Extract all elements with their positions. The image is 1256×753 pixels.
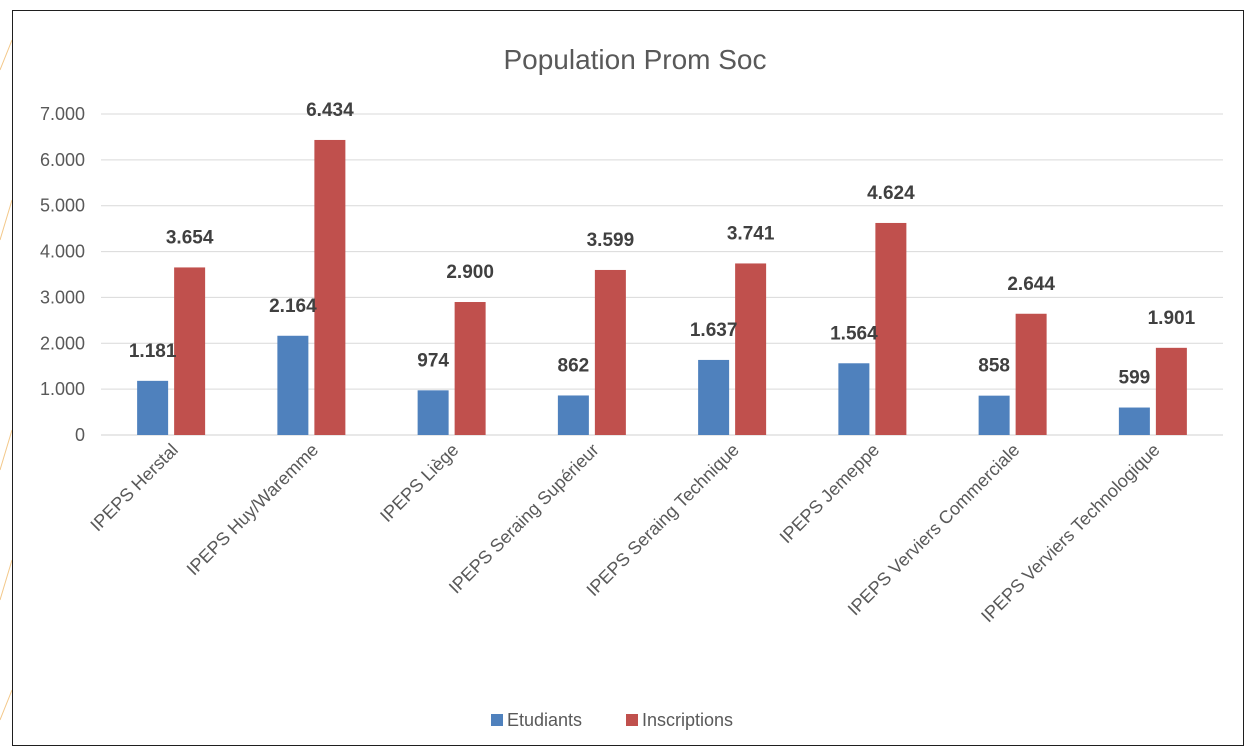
bar-inscriptions-8 [1155, 347, 1187, 435]
y-tick-label: 3.000 [40, 287, 85, 307]
data-label-etudiants-4: 862 [558, 355, 590, 376]
x-tick-label: IPEPS Seraing Supérieur [445, 440, 603, 598]
data-label-inscriptions-2: 6.434 [306, 100, 354, 121]
y-tick-label: 4.000 [40, 242, 85, 262]
y-axis-ticks: 0 1.000 2.000 3.000 4.000 5.000 6.000 7.000 [40, 104, 85, 445]
x-tick-label: IPEPS Huy/Waremme [183, 440, 323, 580]
decorative-border-lines [0, 39, 12, 721]
chart-frame: Population Prom Soc 0 1.000 2.000 3.000 4.00… [12, 10, 1244, 746]
legend-label-etudiants: Etudiants [507, 710, 582, 730]
legend: Etudiants Inscriptions [491, 710, 733, 730]
x-tick-label: IPEPS Herstal [86, 440, 181, 535]
data-label-inscriptions-1: 3.654 [166, 227, 214, 248]
data-label-etudiants-7: 858 [978, 356, 1010, 377]
bar-etudiants-4 [557, 395, 589, 435]
bar-inscriptions-2 [314, 139, 346, 435]
y-tick-label: 7.000 [40, 104, 85, 124]
x-tick-label: IPEPS Liège [376, 440, 462, 526]
data-label-inscriptions-4: 3.599 [587, 230, 635, 251]
data-labels: 1.181 3.654 2.164 6.434 974 2.900 862 3.599 1.63… [129, 100, 1196, 389]
y-tick-label: 0 [75, 425, 85, 445]
data-label-inscriptions-5: 3.741 [727, 223, 775, 244]
legend-swatch-etudiants [491, 714, 503, 726]
y-tick-label: 5.000 [40, 196, 85, 216]
bar-inscriptions-6 [875, 222, 907, 435]
data-label-etudiants-2: 2.164 [269, 296, 317, 317]
y-tick-label: 1.000 [40, 379, 85, 399]
data-label-etudiants-6: 1.564 [830, 323, 878, 344]
data-label-etudiants-1: 1.181 [129, 341, 177, 362]
bar-inscriptions-3 [454, 302, 486, 435]
bar-etudiants-6 [838, 363, 870, 435]
legend-label-inscriptions: Inscriptions [642, 710, 733, 730]
chart-title: Population Prom Soc [503, 44, 766, 75]
bar-inscriptions-7 [1015, 313, 1047, 435]
bar-etudiants-1 [137, 380, 169, 435]
bar-inscriptions-1 [174, 267, 206, 435]
data-label-etudiants-3: 974 [417, 350, 449, 371]
y-tick-label: 2.000 [40, 333, 85, 353]
bar-chart: Population Prom Soc 0 1.000 2.000 3.000 4.00… [40, 44, 1223, 730]
bar-etudiants-2 [277, 335, 309, 435]
bar-etudiants-5 [698, 359, 730, 435]
data-label-inscriptions-8: 1.901 [1148, 308, 1196, 329]
data-label-etudiants-8: 599 [1119, 368, 1151, 389]
bar-etudiants-3 [417, 390, 449, 435]
bar-inscriptions-5 [735, 263, 767, 435]
data-label-inscriptions-7: 2.644 [1007, 274, 1055, 295]
y-tick-label: 6.000 [40, 150, 85, 170]
legend-swatch-inscriptions [626, 714, 638, 726]
bars [137, 139, 1187, 435]
bar-etudiants-8 [1118, 407, 1150, 435]
data-label-inscriptions-3: 2.900 [446, 262, 494, 283]
data-label-etudiants-5: 1.637 [690, 320, 738, 341]
bar-etudiants-7 [978, 395, 1010, 435]
bar-inscriptions-4 [594, 269, 626, 435]
data-label-inscriptions-6: 4.624 [867, 183, 915, 204]
x-tick-label: IPEPS Jemeppe [776, 440, 884, 548]
x-tick-label: IPEPS Seraing Technique [583, 440, 743, 600]
x-axis-ticks: IPEPS Herstal IPEPS Huy/Waremme IPEPS Lièg… [86, 440, 1163, 627]
